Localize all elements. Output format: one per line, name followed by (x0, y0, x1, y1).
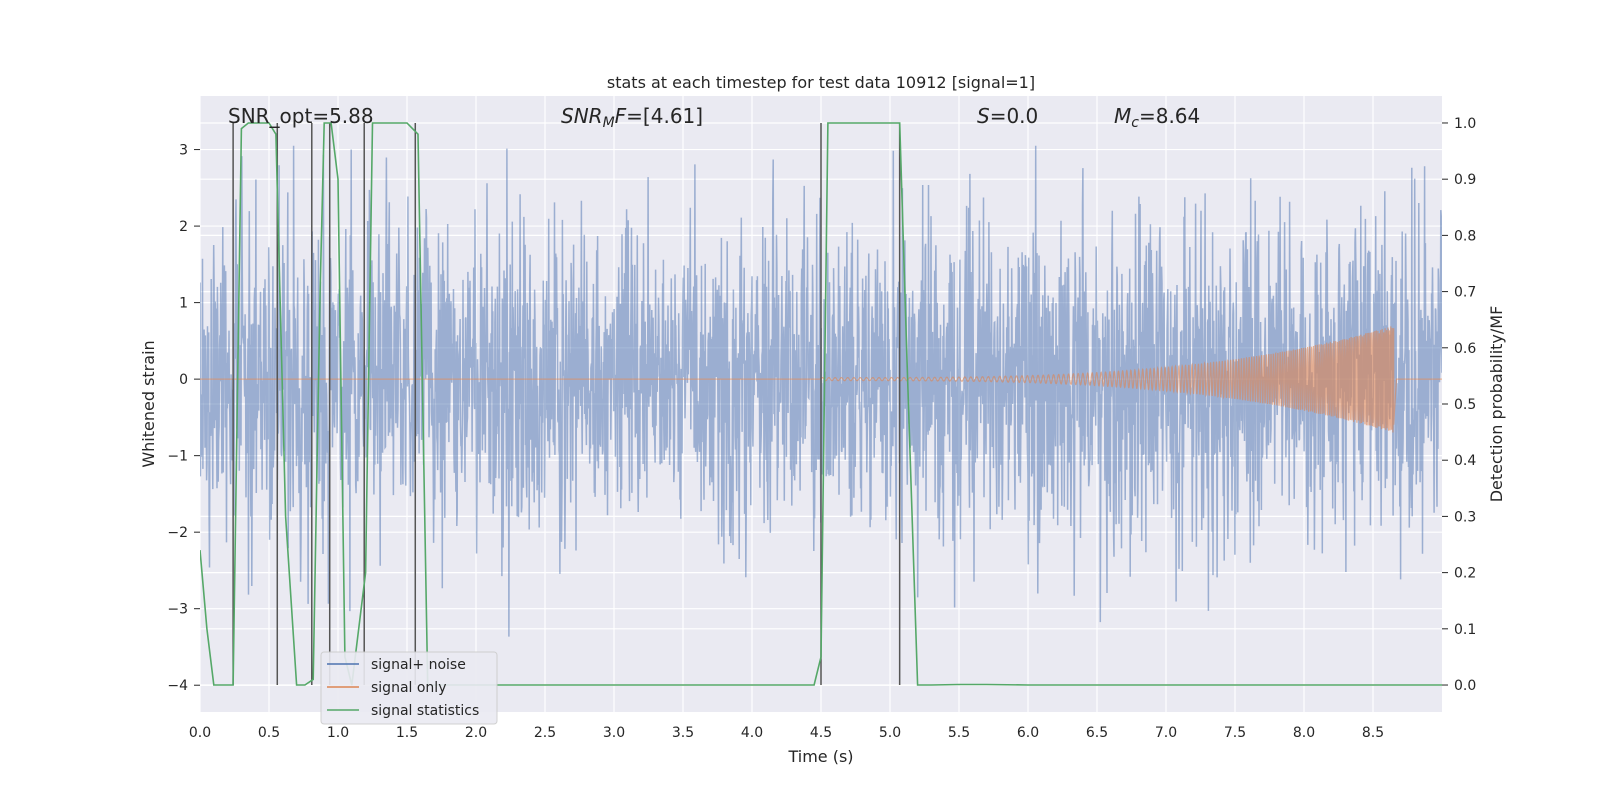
y-tick-label: −2 (167, 525, 188, 541)
x-tick-label: 0.5 (258, 725, 280, 741)
y2-tick-label: 0.7 (1454, 285, 1476, 301)
y-tick-label: −1 (167, 449, 188, 465)
x-tick-label: 8.5 (1362, 725, 1384, 741)
y2-tick-label: 1.0 (1454, 116, 1476, 132)
x-tick-label: 3.0 (603, 725, 625, 741)
annotation-s: S=0.0 (977, 104, 1038, 128)
x-tick-label: 2.5 (534, 725, 556, 741)
y-tick-label: 1 (179, 296, 188, 312)
x-tick-label: 8.0 (1293, 725, 1315, 741)
y2-tick-label: 0.1 (1454, 622, 1476, 638)
legend-box (320, 651, 498, 725)
y-tick-label: 3 (179, 143, 188, 159)
x-tick-label: 5.5 (948, 725, 970, 741)
x-tick-label: 3.5 (672, 725, 694, 741)
y-tick-label: 2 (179, 219, 188, 235)
x-tick-label: 5.0 (879, 725, 901, 741)
y2-tick-label: 0.0 (1454, 678, 1476, 694)
legend-label-signal-statistics: signal statistics (371, 703, 479, 719)
x-tick-label: 4.5 (810, 725, 832, 741)
x-tick-label: 0.0 (189, 725, 211, 741)
x-tick-label: 2.0 (465, 725, 487, 741)
x-tick-label: 6.5 (1086, 725, 1108, 741)
y2-tick-label: 0.3 (1454, 509, 1476, 525)
y2-tick-label: 0.6 (1454, 341, 1476, 357)
y2-tick-label: 0.8 (1454, 228, 1476, 244)
y-axis-label: Whitened strain (139, 340, 158, 467)
x-tick-label: 4.0 (741, 725, 763, 741)
signal-only-series (200, 326, 1442, 433)
x-tick-label: 1.5 (396, 725, 418, 741)
annotation-snr-mf: SNRMF=[4.61] (561, 104, 703, 131)
y-tick-label: −3 (167, 602, 188, 618)
chart-title: stats at each timestep for test data 109… (607, 73, 1035, 92)
x-tick-label: 6.0 (1017, 725, 1039, 741)
y-axis-ticks: 3 2 1 0 −1 −2 −3 −4 (167, 143, 200, 694)
y2-axis-label: Detection probability/MF (1487, 306, 1506, 503)
y2-tick-label: 0.9 (1454, 172, 1476, 188)
x-tick-label: 7.5 (1224, 725, 1246, 741)
marker-lines (232, 122, 901, 686)
legend-label-signal-noise: signal+ noise (371, 657, 466, 673)
y2-tick-label: 0.5 (1454, 397, 1476, 413)
x-axis-ticks: 0.0 0.5 1.0 1.5 2.0 2.5 3.0 3.5 4.0 4.5 5.0 5.5 6.0 6… (189, 725, 1384, 741)
annotation-mc: Mc=8.64 (1114, 104, 1200, 131)
x-tick-label: 7.0 (1155, 725, 1177, 741)
x-axis-label: Time (s) (787, 747, 853, 766)
y-tick-label: −4 (167, 678, 188, 694)
y2-tick-label: 0.2 (1454, 566, 1476, 582)
x-tick-label: 1.0 (327, 725, 349, 741)
y2-axis-ticks: 1.0 0.9 0.8 0.7 0.6 0.5 0.4 0.3 0.2 0.1 0.0 (1442, 116, 1476, 694)
annotation-snr-opt: SNR_opt=5.88 (228, 104, 374, 128)
signal-statistics-series (200, 122, 1442, 686)
y2-tick-label: 0.4 (1454, 453, 1476, 469)
legend-label-signal-only: signal only (371, 680, 446, 696)
legend: signal+ noise signal only signal statist… (320, 651, 498, 725)
y-tick-label: 0 (179, 372, 188, 388)
